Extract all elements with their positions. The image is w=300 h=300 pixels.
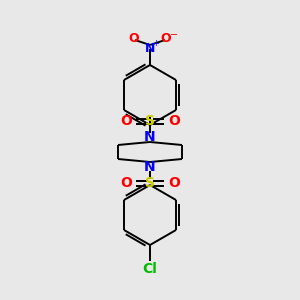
Text: S: S: [145, 176, 155, 190]
Text: O: O: [168, 114, 180, 128]
Text: O: O: [120, 114, 132, 128]
Text: N: N: [144, 130, 156, 144]
Text: −: −: [170, 30, 178, 40]
Text: O: O: [129, 32, 139, 44]
Text: O: O: [168, 176, 180, 190]
Text: N: N: [145, 41, 155, 55]
Text: N: N: [144, 160, 156, 174]
Text: O: O: [120, 176, 132, 190]
Text: Cl: Cl: [142, 262, 158, 276]
Text: S: S: [145, 114, 155, 128]
Text: O: O: [161, 32, 171, 44]
Text: +: +: [153, 38, 159, 47]
